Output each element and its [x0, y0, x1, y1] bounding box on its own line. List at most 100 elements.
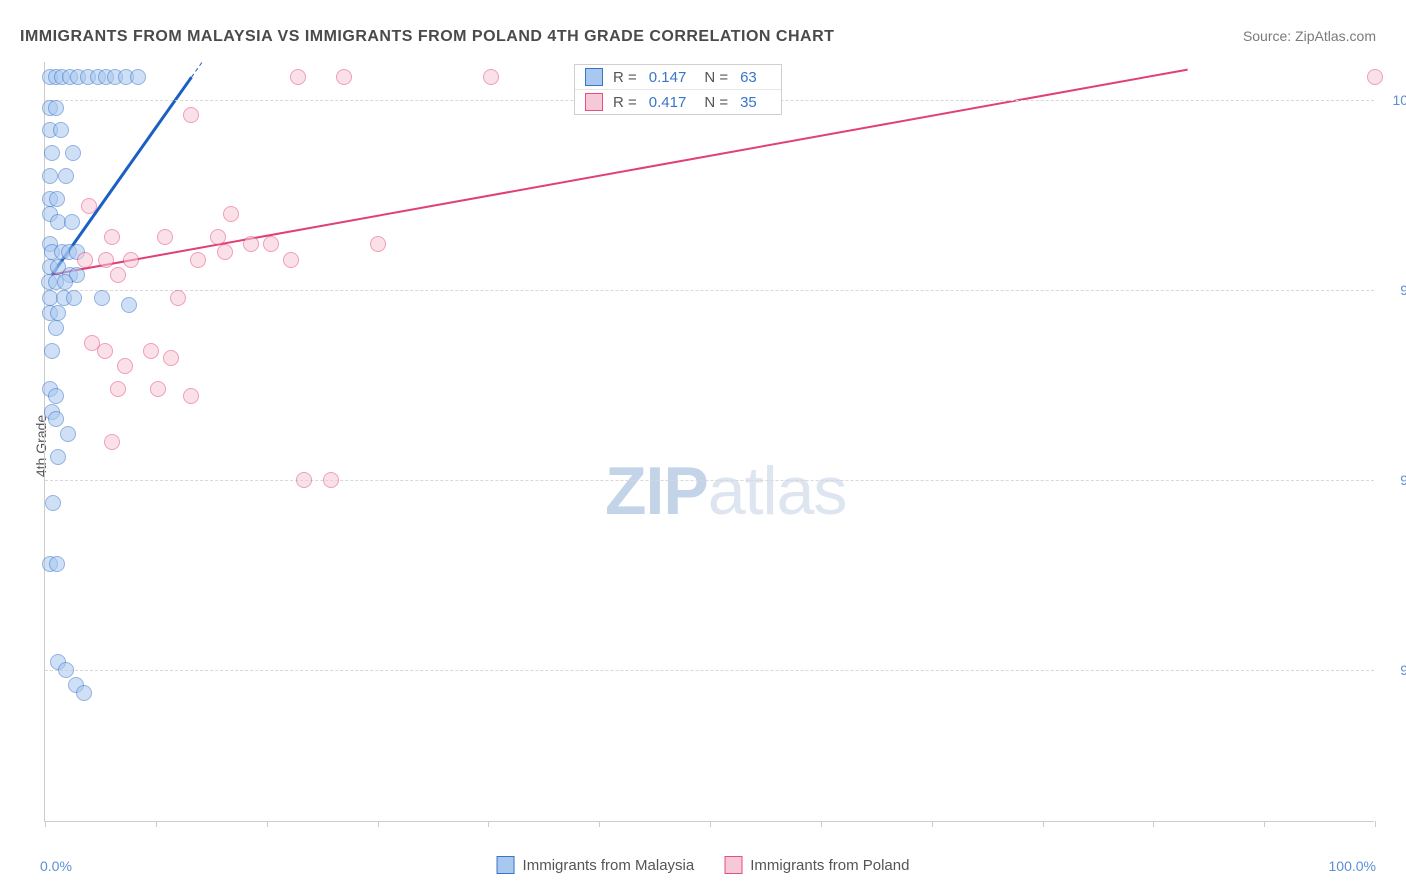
scatter-point [336, 69, 352, 85]
scatter-point [283, 252, 299, 268]
y-tick-label: 95.0% [1400, 472, 1406, 488]
scatter-point [483, 69, 499, 85]
x-tick [378, 821, 379, 827]
scatter-point [57, 274, 73, 290]
legend-item-malaysia: Immigrants from Malaysia [497, 856, 695, 874]
x-tick [599, 821, 600, 827]
source-attribution: Source: ZipAtlas.com [1243, 28, 1376, 44]
scatter-point [94, 290, 110, 306]
scatter-point [48, 100, 64, 116]
r-value-poland: 0.417 [647, 94, 695, 111]
scatter-point [49, 556, 65, 572]
scatter-point [290, 69, 306, 85]
scatter-point [44, 343, 60, 359]
x-tick [1153, 821, 1154, 827]
scatter-point [170, 290, 186, 306]
stats-row-poland: R = 0.417 N = 35 [575, 89, 781, 114]
r-label: R = [613, 69, 637, 86]
scatter-point [110, 267, 126, 283]
scatter-point [130, 69, 146, 85]
scatter-point [77, 252, 93, 268]
r-value-malaysia: 0.147 [647, 69, 695, 86]
scatter-point [370, 236, 386, 252]
legend-label-poland: Immigrants from Poland [750, 857, 909, 874]
scatter-point [263, 236, 279, 252]
gridline-h [45, 670, 1374, 671]
scatter-point [48, 411, 64, 427]
scatter-point [223, 206, 239, 222]
source-label: Source: [1243, 28, 1291, 44]
scatter-point [190, 252, 206, 268]
scatter-point [64, 214, 80, 230]
scatter-point [60, 426, 76, 442]
scatter-point [157, 229, 173, 245]
scatter-point [104, 229, 120, 245]
scatter-point [48, 320, 64, 336]
scatter-point [296, 472, 312, 488]
y-tick-label: 100.0% [1393, 92, 1406, 108]
swatch-poland [724, 856, 742, 874]
scatter-point [110, 381, 126, 397]
scatter-point [123, 252, 139, 268]
series-legend: Immigrants from Malaysia Immigrants from… [497, 856, 910, 874]
scatter-point [143, 343, 159, 359]
y-tick-label: 92.5% [1400, 662, 1406, 678]
y-tick-label: 97.5% [1400, 282, 1406, 298]
scatter-point [65, 145, 81, 161]
legend-label-malaysia: Immigrants from Malaysia [523, 857, 695, 874]
x-tick [1043, 821, 1044, 827]
scatter-point [1367, 69, 1383, 85]
watermark: ZIPatlas [605, 452, 846, 530]
r-label: R = [613, 94, 637, 111]
scatter-point [104, 434, 120, 450]
swatch-poland [585, 93, 603, 111]
scatter-point [81, 198, 97, 214]
scatter-point [50, 305, 66, 321]
scatter-point [76, 685, 92, 701]
x-max-label: 100.0% [1329, 858, 1376, 874]
scatter-point [163, 350, 179, 366]
n-label: N = [704, 94, 728, 111]
gridline-h [45, 480, 1374, 481]
scatter-point [53, 122, 69, 138]
chart-container: IMMIGRANTS FROM MALAYSIA VS IMMIGRANTS F… [0, 0, 1406, 892]
scatter-point [50, 449, 66, 465]
legend-item-poland: Immigrants from Poland [724, 856, 909, 874]
n-value-poland: 35 [738, 94, 765, 111]
scatter-point [121, 297, 137, 313]
scatter-point [58, 662, 74, 678]
plot-area: ZIPatlas 92.5%95.0%97.5%100.0% [44, 62, 1374, 822]
x-tick [821, 821, 822, 827]
scatter-point [48, 388, 64, 404]
x-tick [156, 821, 157, 827]
scatter-point [44, 145, 60, 161]
x-min-label: 0.0% [40, 858, 72, 874]
watermark-rest: atlas [708, 453, 847, 529]
scatter-point [66, 290, 82, 306]
swatch-malaysia [585, 68, 603, 86]
scatter-point [150, 381, 166, 397]
x-tick [932, 821, 933, 827]
scatter-point [97, 343, 113, 359]
x-tick [488, 821, 489, 827]
scatter-point [183, 107, 199, 123]
x-tick [1264, 821, 1265, 827]
source-name: ZipAtlas.com [1295, 28, 1376, 44]
x-tick [710, 821, 711, 827]
scatter-point [58, 168, 74, 184]
x-tick [45, 821, 46, 827]
stats-legend: R = 0.147 N = 63 R = 0.417 N = 35 [574, 64, 782, 115]
scatter-point [49, 191, 65, 207]
n-value-malaysia: 63 [738, 69, 765, 86]
scatter-point [45, 495, 61, 511]
stats-row-malaysia: R = 0.147 N = 63 [575, 65, 781, 89]
x-tick [267, 821, 268, 827]
scatter-point [243, 236, 259, 252]
x-tick [1375, 821, 1376, 827]
trend-lines-layer [45, 62, 1374, 821]
watermark-bold: ZIP [605, 453, 708, 529]
scatter-point [210, 229, 226, 245]
scatter-point [117, 358, 133, 374]
scatter-point [42, 168, 58, 184]
gridline-h [45, 290, 1374, 291]
